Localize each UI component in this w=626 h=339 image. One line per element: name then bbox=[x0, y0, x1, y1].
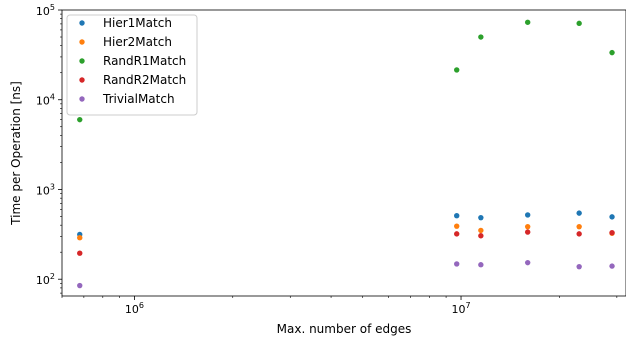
point-trivialmatch bbox=[524, 259, 531, 266]
point-randr2match bbox=[478, 233, 484, 239]
legend-marker-hier1match bbox=[79, 20, 85, 26]
y-tick-label: 105 bbox=[36, 3, 55, 18]
legend-label-hier2match: Hier2Match bbox=[103, 35, 172, 49]
legend-marker-hier2match bbox=[79, 39, 85, 45]
legend-label-hier1match: Hier1Match bbox=[103, 16, 172, 30]
point-hier2match bbox=[576, 223, 582, 230]
axis-ticks: 106 107 102 103 104 105 bbox=[36, 3, 471, 316]
point-randr2match bbox=[576, 231, 582, 237]
legend-marker-randr1match bbox=[79, 58, 85, 64]
point-randr1match bbox=[576, 20, 582, 27]
point-randr2match bbox=[77, 250, 83, 256]
legend-label-randr2match: RandR2Match bbox=[103, 73, 186, 87]
legend-marker-trivialmatch bbox=[79, 96, 85, 102]
legend-label-randr1match: RandR1Match bbox=[103, 54, 186, 68]
point-hier1match bbox=[576, 210, 582, 216]
y-axis-label: Time per Operation [ns] bbox=[9, 81, 23, 226]
x-tick-label: 106 bbox=[125, 301, 144, 316]
point-randr1match bbox=[478, 34, 484, 40]
point-randr1match bbox=[454, 67, 460, 73]
point-hier1match bbox=[524, 212, 531, 218]
point-randr1match bbox=[524, 19, 531, 25]
point-hier2match bbox=[77, 235, 83, 241]
point-randr1match bbox=[77, 116, 83, 123]
point-trivialmatch bbox=[454, 261, 460, 267]
legend-box bbox=[66, 14, 198, 116]
x-tick-label: 107 bbox=[451, 301, 470, 316]
point-trivialmatch bbox=[576, 263, 582, 270]
point-hier1match bbox=[609, 214, 615, 220]
x-axis-label: Max. number of edges bbox=[277, 322, 412, 336]
point-hier2match bbox=[478, 227, 484, 234]
y-tick-label: 103 bbox=[36, 182, 55, 197]
data-points bbox=[77, 19, 615, 289]
point-hier2match bbox=[524, 223, 531, 230]
plot-area-frame bbox=[61, 9, 626, 297]
point-hier2match bbox=[454, 223, 460, 229]
legend-marker-randr2match bbox=[79, 77, 85, 83]
y-tick-label: 102 bbox=[36, 272, 55, 287]
point-trivialmatch bbox=[77, 282, 83, 289]
point-randr1match bbox=[609, 49, 615, 56]
legend: Hier1Match Hier2Match RandR1Match RandR2Mat… bbox=[66, 14, 198, 116]
point-hier1match bbox=[478, 214, 484, 221]
point-randr2match bbox=[454, 231, 460, 237]
y-tick-label: 104 bbox=[36, 93, 55, 108]
point-randr2match bbox=[524, 229, 531, 235]
point-randr2match bbox=[609, 229, 615, 236]
point-trivialmatch bbox=[609, 263, 615, 269]
legend-label-trivialmatch: TrivialMatch bbox=[102, 92, 175, 106]
point-trivialmatch bbox=[478, 262, 484, 268]
point-hier1match bbox=[454, 213, 460, 219]
